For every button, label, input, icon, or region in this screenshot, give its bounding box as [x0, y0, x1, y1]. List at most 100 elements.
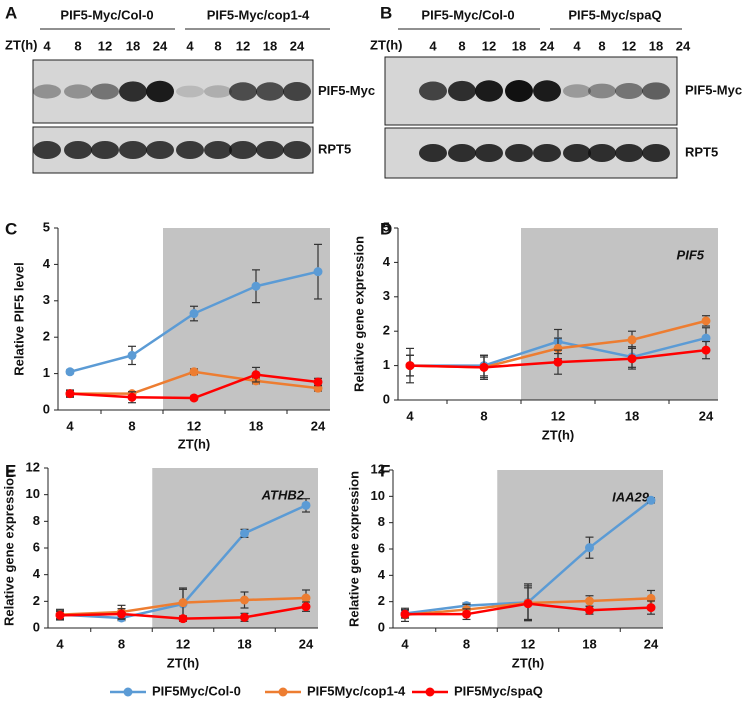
point [646, 603, 656, 613]
group-label: PIF5-Myc/Col-0 [421, 7, 514, 22]
panel-label: C [5, 219, 17, 238]
lane-label: 4 [429, 38, 437, 53]
x-tick-label: 24 [311, 418, 326, 433]
point [127, 392, 137, 402]
lane-label: 12 [482, 38, 496, 53]
point [313, 377, 323, 387]
lane-label: 8 [214, 38, 221, 53]
lane-label: 12 [98, 38, 112, 53]
lane-label: 4 [43, 38, 51, 53]
y-tick-label: 4 [43, 256, 51, 271]
y-tick-label: 12 [26, 459, 40, 474]
y-axis-label: Relative PIF5 level [11, 262, 26, 375]
x-tick-label: 18 [237, 636, 251, 651]
point [178, 598, 188, 608]
band [588, 83, 616, 99]
band [33, 141, 61, 159]
band [419, 144, 447, 162]
point [178, 614, 188, 624]
lane-label: 8 [458, 38, 465, 53]
band [588, 144, 616, 162]
band [146, 141, 174, 159]
band [176, 85, 204, 98]
x-tick-label: 18 [249, 418, 263, 433]
band [642, 144, 670, 162]
band [475, 80, 503, 102]
band [448, 80, 476, 102]
band [119, 141, 147, 159]
point [553, 357, 563, 367]
panel-label: A [5, 3, 17, 22]
zt-label: ZT(h) [370, 37, 402, 52]
y-tick-label: 2 [43, 329, 50, 344]
y-axis-label: Relative gene expression [1, 470, 16, 626]
band [448, 144, 476, 162]
y-tick-label: 4 [383, 254, 391, 269]
band [33, 84, 61, 99]
lane-label: 4 [573, 38, 581, 53]
point [65, 367, 75, 377]
x-tick-label: 4 [406, 408, 414, 423]
band [64, 84, 92, 99]
x-tick-label: 8 [480, 408, 487, 423]
annotation: PIF5 [677, 247, 705, 262]
panel-label: F [380, 461, 390, 480]
x-axis-label: ZT(h) [178, 436, 210, 451]
lane-label: 8 [598, 38, 605, 53]
lane-label: 18 [649, 38, 663, 53]
point [585, 543, 594, 553]
point [189, 309, 199, 319]
y-tick-label: 5 [383, 219, 390, 234]
band [283, 141, 311, 159]
point [523, 599, 533, 609]
row-label: PIF5-Myc [318, 83, 375, 98]
band [91, 141, 119, 159]
band [229, 141, 257, 159]
y-tick-label: 0 [383, 391, 390, 406]
y-tick-label: 2 [378, 593, 385, 608]
point [240, 595, 249, 605]
legend-label: PIF5Myc/Col-0 [152, 683, 241, 698]
band [146, 80, 174, 103]
group-label: PIF5-Myc/cop1-4 [207, 7, 310, 22]
band [229, 82, 257, 101]
x-tick-label: 24 [299, 636, 314, 651]
point [585, 596, 594, 606]
x-tick-label: 8 [128, 418, 135, 433]
point [189, 393, 199, 403]
group-label: PIF5-Myc/spaQ [568, 7, 661, 22]
band [533, 80, 561, 102]
lane-label: 24 [540, 38, 555, 53]
band [256, 82, 284, 101]
x-tick-label: 24 [644, 636, 659, 651]
x-tick-label: 12 [551, 408, 565, 423]
x-tick-label: 12 [176, 636, 190, 651]
x-tick-label: 8 [463, 636, 470, 651]
lane-label: 24 [676, 38, 691, 53]
band [204, 85, 232, 98]
y-axis-label: Relative gene expression [346, 471, 361, 627]
y-tick-label: 10 [26, 486, 40, 501]
band [283, 82, 311, 101]
point [251, 281, 261, 291]
point [313, 267, 323, 277]
legend-marker [425, 687, 435, 697]
y-tick-label: 2 [33, 593, 40, 608]
band [615, 83, 643, 99]
point [240, 528, 249, 538]
x-tick-label: 18 [582, 636, 596, 651]
band [505, 80, 533, 102]
band [91, 83, 119, 100]
x-tick-label: 24 [699, 408, 714, 423]
legend-label: PIF5Myc/spaQ [454, 683, 543, 698]
lane-label: 12 [622, 38, 636, 53]
y-tick-label: 4 [33, 566, 41, 581]
row-label: RPT5 [685, 144, 718, 159]
band [419, 81, 447, 101]
y-tick-label: 4 [378, 567, 386, 582]
band [563, 144, 591, 162]
night-shade [521, 228, 718, 400]
point [301, 602, 311, 612]
x-axis-label: ZT(h) [542, 427, 574, 442]
